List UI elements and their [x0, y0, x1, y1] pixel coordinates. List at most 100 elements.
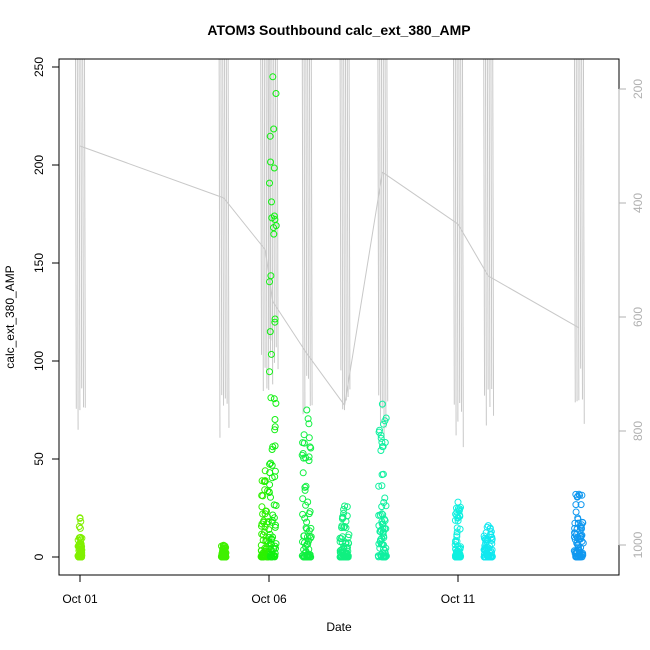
- data-point: [75, 523, 83, 530]
- depth-profile-line: [577, 58, 580, 401]
- data-point: [451, 541, 459, 549]
- data-point: [300, 431, 308, 439]
- data-point: [378, 482, 386, 490]
- data-point: [271, 416, 279, 423]
- data-point: [265, 489, 273, 496]
- data-point: [306, 443, 314, 451]
- depth-profile-line: [581, 58, 583, 400]
- secondary-y-tick-label: 200: [631, 79, 645, 99]
- data-point: [376, 511, 384, 519]
- data-point: [302, 482, 310, 490]
- data-point: [574, 519, 582, 527]
- data-point: [270, 395, 278, 403]
- data-point: [266, 328, 274, 336]
- data-point: [269, 73, 277, 81]
- data-point: [305, 420, 313, 428]
- depth-profile-line: [263, 58, 266, 368]
- data-point: [77, 518, 85, 525]
- data-point: [377, 447, 385, 454]
- depth-profile-connector: [487, 275, 580, 329]
- data-point: [484, 536, 492, 543]
- data-point: [305, 527, 313, 535]
- data-point: [272, 90, 280, 97]
- data-point: [262, 507, 270, 515]
- data-point: [304, 415, 312, 423]
- data-point: [344, 553, 352, 560]
- data-point: [454, 547, 462, 555]
- data-point: [343, 503, 351, 511]
- depth-profile-connector: [223, 197, 266, 251]
- data-point: [380, 541, 387, 549]
- data-point: [265, 526, 273, 534]
- depth-profile-line: [462, 58, 464, 448]
- data-point: [257, 547, 265, 555]
- depth-profile-line: [343, 58, 345, 411]
- data-point: [259, 536, 267, 544]
- data-point: [269, 511, 277, 519]
- data-point: [339, 533, 346, 541]
- data-point: [299, 495, 307, 503]
- data-point: [379, 511, 387, 519]
- data-point: [307, 444, 315, 452]
- depth-profile-line: [381, 58, 383, 409]
- data-point: [453, 533, 461, 541]
- data-point: [258, 503, 266, 511]
- depth-profile-line: [265, 58, 268, 389]
- data-point: [271, 216, 279, 223]
- data-point: [266, 132, 274, 140]
- data-point: [578, 531, 586, 539]
- depth-profile-line: [310, 58, 313, 406]
- data-point: [345, 531, 353, 539]
- data-point: [374, 552, 382, 560]
- data-point: [483, 543, 491, 551]
- depth-profile-line: [345, 58, 347, 401]
- depth-profile-line: [273, 58, 275, 363]
- data-point: [267, 272, 275, 280]
- data-point: [271, 523, 279, 531]
- data-point: [304, 553, 312, 561]
- data-point: [272, 502, 280, 509]
- y-tick-label: 100: [32, 351, 46, 371]
- data-point: [378, 438, 386, 446]
- data-point: [267, 536, 275, 543]
- data-point: [378, 534, 386, 542]
- depth-profile-connector: [457, 223, 489, 277]
- data-point: [301, 553, 309, 561]
- data-point: [572, 501, 580, 509]
- data-point: [299, 469, 307, 477]
- y-tick-label: 150: [32, 253, 46, 273]
- data-point: [304, 540, 312, 548]
- depth-profile-line: [274, 58, 277, 348]
- data-point: [301, 486, 309, 494]
- depth-profile-line: [260, 58, 263, 355]
- data-point: [487, 528, 495, 536]
- depth-profile-line: [488, 58, 491, 408]
- secondary-y-axis: 200 400 600 800 1000: [618, 79, 645, 558]
- data-point: [300, 454, 308, 462]
- data-point: [453, 524, 461, 532]
- data-point: [271, 426, 279, 434]
- data-point: [488, 540, 496, 548]
- data-point: [484, 522, 492, 530]
- depth-profile-line: [460, 58, 462, 412]
- x-axis-label: Date: [326, 620, 352, 634]
- data-point: [271, 423, 279, 431]
- data-point: [338, 522, 346, 530]
- data-point: [378, 400, 386, 408]
- data-point: [453, 531, 461, 539]
- data-point: [271, 467, 279, 475]
- data-point: [339, 513, 347, 521]
- depth-profile-line: [573, 58, 576, 403]
- depth-profile-line: [379, 58, 381, 426]
- data-point: [344, 544, 351, 551]
- data-point: [572, 508, 580, 516]
- data-point: [76, 553, 84, 561]
- data-point: [488, 552, 496, 560]
- data-point: [571, 529, 578, 537]
- depth-profile-connector: [79, 145, 224, 199]
- depth-profile-line: [224, 58, 226, 399]
- data-point: [77, 536, 85, 544]
- depth-profile-line: [222, 58, 225, 406]
